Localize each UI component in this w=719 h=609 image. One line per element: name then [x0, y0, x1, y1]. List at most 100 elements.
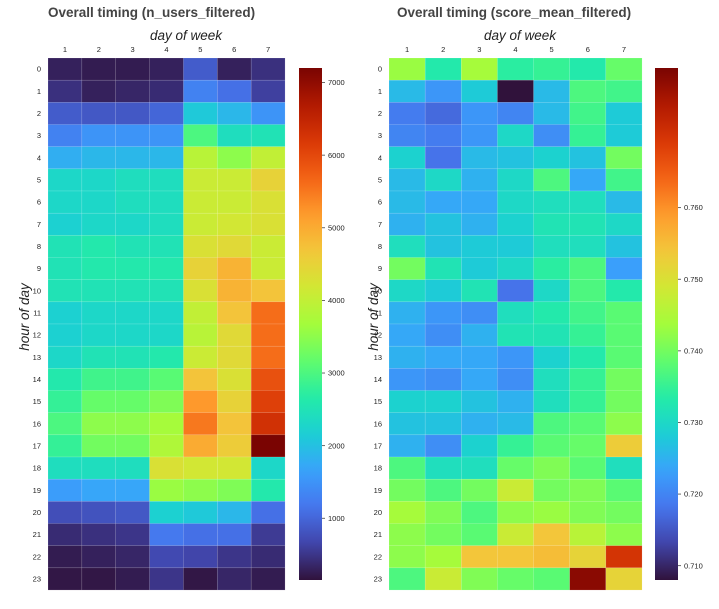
- heatmap-cell: [217, 79, 252, 103]
- heatmap-cell: [533, 279, 571, 303]
- heatmap-cell: [497, 545, 534, 569]
- chart-title: Overall timing (score_mean_filtered): [397, 5, 631, 20]
- heatmap-cell: [217, 168, 252, 192]
- heatmap-cell: [217, 456, 252, 480]
- heatmap-cell: [569, 368, 607, 391]
- heatmap-cell: [47, 323, 83, 347]
- heatmap-cell: [461, 301, 498, 325]
- heatmap-cell: [497, 79, 534, 103]
- heatmap-cell: [81, 478, 117, 502]
- heatmap-cell: [461, 567, 498, 591]
- heatmap-cell: [217, 523, 252, 546]
- heatmap-cell: [217, 57, 252, 81]
- heatmap-cell: [497, 323, 534, 347]
- heatmap-cell: [250, 146, 286, 170]
- y-tick-label: 12: [33, 331, 41, 340]
- x-tick-label: 4: [513, 45, 517, 54]
- heatmap-cell: [217, 212, 252, 236]
- heatmap-cell: [115, 412, 150, 436]
- heatmap-cell: [605, 190, 643, 214]
- heatmap-cell: [183, 412, 218, 436]
- heatmap-cell: [81, 390, 117, 413]
- y-tick-label: 21: [374, 530, 382, 539]
- heatmap-cell: [250, 523, 286, 546]
- heatmap-cell: [605, 279, 643, 303]
- x-tick-label: 7: [622, 45, 626, 54]
- heatmap-cell: [217, 567, 252, 591]
- heatmap-cell: [149, 478, 184, 502]
- heatmap-cell: [605, 146, 643, 170]
- heatmap-cell: [605, 212, 643, 236]
- heatmap-cell: [183, 212, 218, 236]
- heatmap-cell: [605, 456, 643, 480]
- heatmap-cell: [250, 57, 286, 81]
- y-tick-label: 12: [374, 331, 382, 340]
- heatmap-cell: [533, 434, 571, 458]
- heatmap-cell: [183, 124, 218, 147]
- heatmap-cell: [424, 567, 462, 591]
- heatmap-cell: [183, 434, 218, 458]
- heatmap-cell: [81, 102, 117, 125]
- heatmap-cell: [149, 345, 184, 369]
- heatmap-cell: [461, 235, 498, 258]
- heatmap-cell: [533, 301, 571, 325]
- heatmap-cell: [424, 168, 462, 192]
- heatmap-cell: [47, 501, 83, 524]
- heatmap-cell: [605, 412, 643, 436]
- y-tick-label: 0: [37, 65, 41, 74]
- heatmap-cell: [497, 501, 534, 524]
- heatmap-cell: [461, 124, 498, 147]
- heatmap-cell: [183, 57, 218, 81]
- heatmap-cell: [461, 478, 498, 502]
- heatmap-cell: [115, 567, 150, 591]
- heatmap-cell: [533, 412, 571, 436]
- heatmap-cell: [47, 345, 83, 369]
- heatmap-cell: [217, 301, 252, 325]
- heatmap-cell: [115, 501, 150, 524]
- heatmap-cell: [461, 412, 498, 436]
- heatmap-cell: [183, 168, 218, 192]
- heatmap-cell: [497, 124, 534, 147]
- y-tick-label: 20: [374, 508, 382, 517]
- heatmap-cell: [497, 478, 534, 502]
- heatmap-cell: [250, 368, 286, 391]
- heatmap-cell: [81, 523, 117, 546]
- x-tick-label: 4: [164, 45, 168, 54]
- heatmap-cell: [183, 390, 218, 413]
- colorbar-tick-label: 0.710: [684, 561, 703, 570]
- heatmap-cell: [47, 390, 83, 413]
- heatmap-cell: [497, 456, 534, 480]
- heatmap-cell: [605, 434, 643, 458]
- y-tick-label: 22: [33, 552, 41, 561]
- heatmap-cell: [497, 567, 534, 591]
- x-tick-label: 2: [97, 45, 101, 54]
- heatmap-cell: [250, 501, 286, 524]
- heatmap-cell: [388, 146, 426, 170]
- heatmap-cell: [47, 257, 83, 280]
- heatmap-cell: [81, 456, 117, 480]
- colorbar-tick-label: 2000: [328, 441, 345, 450]
- heatmap-cell: [217, 390, 252, 413]
- heatmap-cell: [605, 102, 643, 125]
- heatmap-cell: [461, 545, 498, 569]
- heatmap-cell: [217, 501, 252, 524]
- y-tick-label: 9: [37, 264, 41, 273]
- y-tick-label: 5: [378, 176, 382, 185]
- heatmap-cell: [183, 501, 218, 524]
- heatmap-cell: [47, 545, 83, 569]
- y-tick-label: 7: [37, 220, 41, 229]
- heatmap-cell: [81, 168, 117, 192]
- heatmap-cell: [388, 235, 426, 258]
- heatmap-cell: [424, 390, 462, 413]
- heatmap-cell: [47, 124, 83, 147]
- heatmap-cell: [217, 434, 252, 458]
- heatmap-cell: [81, 79, 117, 103]
- y-tick-label: 1: [37, 87, 41, 96]
- heatmap-cell: [497, 102, 534, 125]
- heatmap-cell: [569, 323, 607, 347]
- heatmap-cell: [81, 235, 117, 258]
- chart-title: Overall timing (n_users_filtered): [48, 5, 255, 20]
- heatmap-cell: [183, 79, 218, 103]
- y-tick-label: 13: [374, 353, 382, 362]
- heatmap-cell: [605, 545, 643, 569]
